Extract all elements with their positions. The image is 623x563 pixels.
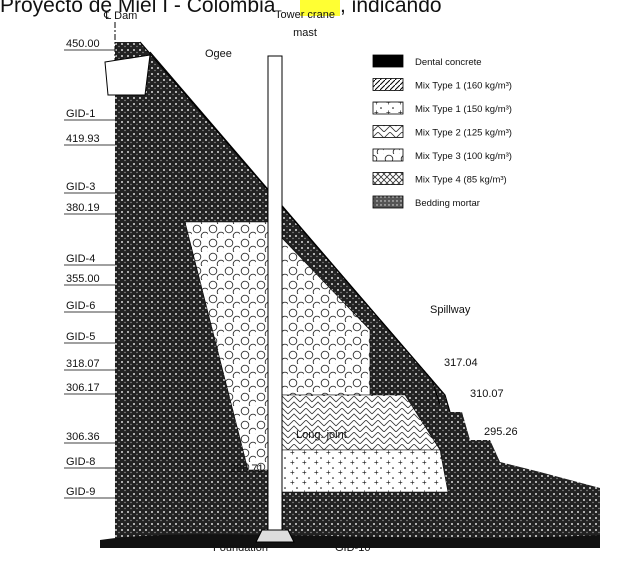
level-label: 419.93 <box>66 133 100 145</box>
level-label: 295.26 <box>484 426 518 438</box>
level-label: 355.00 <box>66 273 100 285</box>
legend-swatch <box>373 196 403 208</box>
legend-swatch <box>373 102 403 114</box>
legend-label: Mix Type 1 (150 kg/m³) <box>415 104 512 115</box>
legend-swatch <box>373 79 403 91</box>
level-label: GID-3 <box>66 181 95 193</box>
ogee-label: Ogee <box>205 48 232 60</box>
caption: Proyecto de Miel I - Colombia , indicand… <box>0 0 442 17</box>
foundation-label: Foundation <box>213 542 268 554</box>
level-label: 450.00 <box>66 38 100 50</box>
legend-swatch <box>373 55 403 67</box>
level-label: GID-5 <box>66 331 95 343</box>
spillway-label: Spillway <box>430 304 471 316</box>
level-label: 317.04 <box>444 357 478 369</box>
caption-tail: , indicando <box>340 0 442 17</box>
long-joint-label: Long. joint <box>296 429 347 441</box>
legend-swatch <box>373 149 403 161</box>
level-label: GID-8 <box>66 456 95 468</box>
legend-label: Mix Type 2 (125 kg/m³) <box>415 128 512 139</box>
level-label: GID-1 <box>66 108 95 120</box>
tower-label: Tower crane <box>275 9 335 21</box>
legend-label: Bedding mortar <box>415 198 480 209</box>
page: + Proyecto de Miel I - Colombia , indica… <box>0 0 623 563</box>
caption-text: Proyecto de Miel I - Colombia <box>0 0 276 17</box>
level-label: GID-9 <box>66 486 95 498</box>
mast-label: mast <box>293 27 317 39</box>
level-label: GID-6 <box>66 300 95 312</box>
legend-label: Dental concrete <box>415 57 482 68</box>
level-label: 306.36 <box>66 431 100 443</box>
centerline-label: ℄ Dam <box>103 10 137 22</box>
legend-label: Mix Type 4 (85 kg/m³) <box>415 175 507 186</box>
level-label: 286.71 <box>230 463 264 475</box>
level-label: GID-10 <box>335 542 370 554</box>
level-label: 306.17 <box>66 382 100 394</box>
legend-swatch <box>373 126 403 138</box>
level-label: 380.19 <box>66 202 100 214</box>
level-label: 318.07 <box>66 358 100 370</box>
legend-label: Mix Type 1 (160 kg/m³) <box>415 81 512 92</box>
legend-swatch <box>373 173 403 185</box>
level-label: 310.07 <box>470 388 504 400</box>
legend-label: Mix Type 3 (100 kg/m³) <box>415 151 512 162</box>
level-label: GID-4 <box>66 253 95 265</box>
